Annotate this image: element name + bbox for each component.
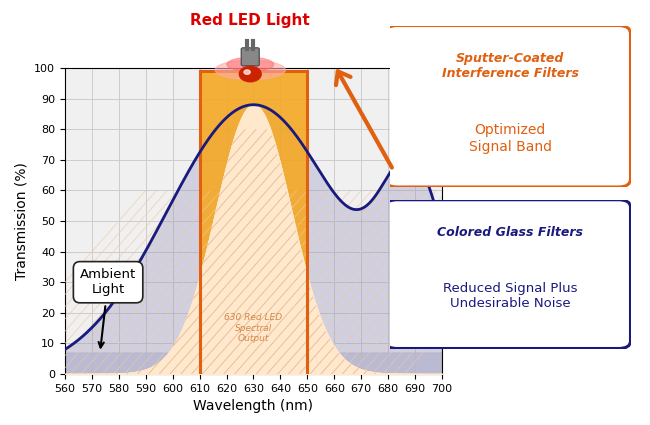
Text: 630 Red LED
Spectral
Output: 630 Red LED Spectral Output: [224, 313, 283, 343]
Ellipse shape: [215, 60, 285, 79]
Y-axis label: Transmission (%): Transmission (%): [15, 162, 29, 280]
Text: Ambient
Light: Ambient Light: [80, 268, 136, 348]
Text: Sputter-Coated
Interference Filters: Sputter-Coated Interference Filters: [442, 52, 578, 80]
X-axis label: Wavelength (nm): Wavelength (nm): [194, 399, 313, 413]
Circle shape: [239, 66, 261, 82]
FancyBboxPatch shape: [385, 26, 630, 187]
FancyBboxPatch shape: [385, 200, 630, 348]
FancyBboxPatch shape: [241, 48, 259, 66]
Text: Optimized
Signal Band: Optimized Signal Band: [469, 123, 552, 154]
Ellipse shape: [227, 57, 274, 71]
Text: Colored Glass Filters: Colored Glass Filters: [437, 226, 583, 239]
Text: Red LED Light: Red LED Light: [190, 13, 310, 28]
Circle shape: [244, 70, 250, 74]
Text: Reduced Signal Plus
Undesirable Noise: Reduced Signal Plus Undesirable Noise: [443, 283, 577, 310]
PathPatch shape: [65, 105, 442, 374]
